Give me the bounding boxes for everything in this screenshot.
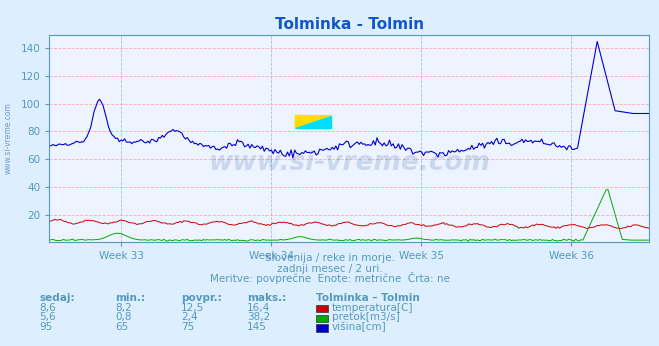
Polygon shape bbox=[295, 116, 331, 128]
Text: 12,5: 12,5 bbox=[181, 303, 204, 313]
Text: pretok[m3/s]: pretok[m3/s] bbox=[332, 312, 400, 322]
Title: Tolminka - Tolmin: Tolminka - Tolmin bbox=[275, 17, 424, 32]
Text: www.si-vreme.com: www.si-vreme.com bbox=[208, 150, 490, 176]
Text: www.si-vreme.com: www.si-vreme.com bbox=[3, 102, 13, 174]
Text: 16,4: 16,4 bbox=[247, 303, 270, 313]
Text: zadnji mesec / 2 uri.: zadnji mesec / 2 uri. bbox=[277, 264, 382, 274]
Text: 0,8: 0,8 bbox=[115, 312, 132, 322]
Text: povpr.:: povpr.: bbox=[181, 293, 222, 303]
Text: Tolminka – Tolmin: Tolminka – Tolmin bbox=[316, 293, 420, 303]
Text: min.:: min.: bbox=[115, 293, 146, 303]
Text: Slovenija / reke in morje.: Slovenija / reke in morje. bbox=[264, 253, 395, 263]
Text: 65: 65 bbox=[115, 322, 129, 332]
Text: 145: 145 bbox=[247, 322, 267, 332]
Text: 95: 95 bbox=[40, 322, 53, 332]
Text: 5,6: 5,6 bbox=[40, 312, 56, 322]
Text: 38,2: 38,2 bbox=[247, 312, 270, 322]
Text: Meritve: povprečne  Enote: metrične  Črta: ne: Meritve: povprečne Enote: metrične Črta:… bbox=[210, 272, 449, 284]
Text: 75: 75 bbox=[181, 322, 194, 332]
Text: 8,6: 8,6 bbox=[40, 303, 56, 313]
Text: maks.:: maks.: bbox=[247, 293, 287, 303]
Text: sedaj:: sedaj: bbox=[40, 293, 75, 303]
Text: 2,4: 2,4 bbox=[181, 312, 198, 322]
Polygon shape bbox=[295, 116, 331, 128]
Text: 8,2: 8,2 bbox=[115, 303, 132, 313]
Text: temperatura[C]: temperatura[C] bbox=[332, 303, 414, 313]
Text: višina[cm]: višina[cm] bbox=[332, 322, 387, 332]
